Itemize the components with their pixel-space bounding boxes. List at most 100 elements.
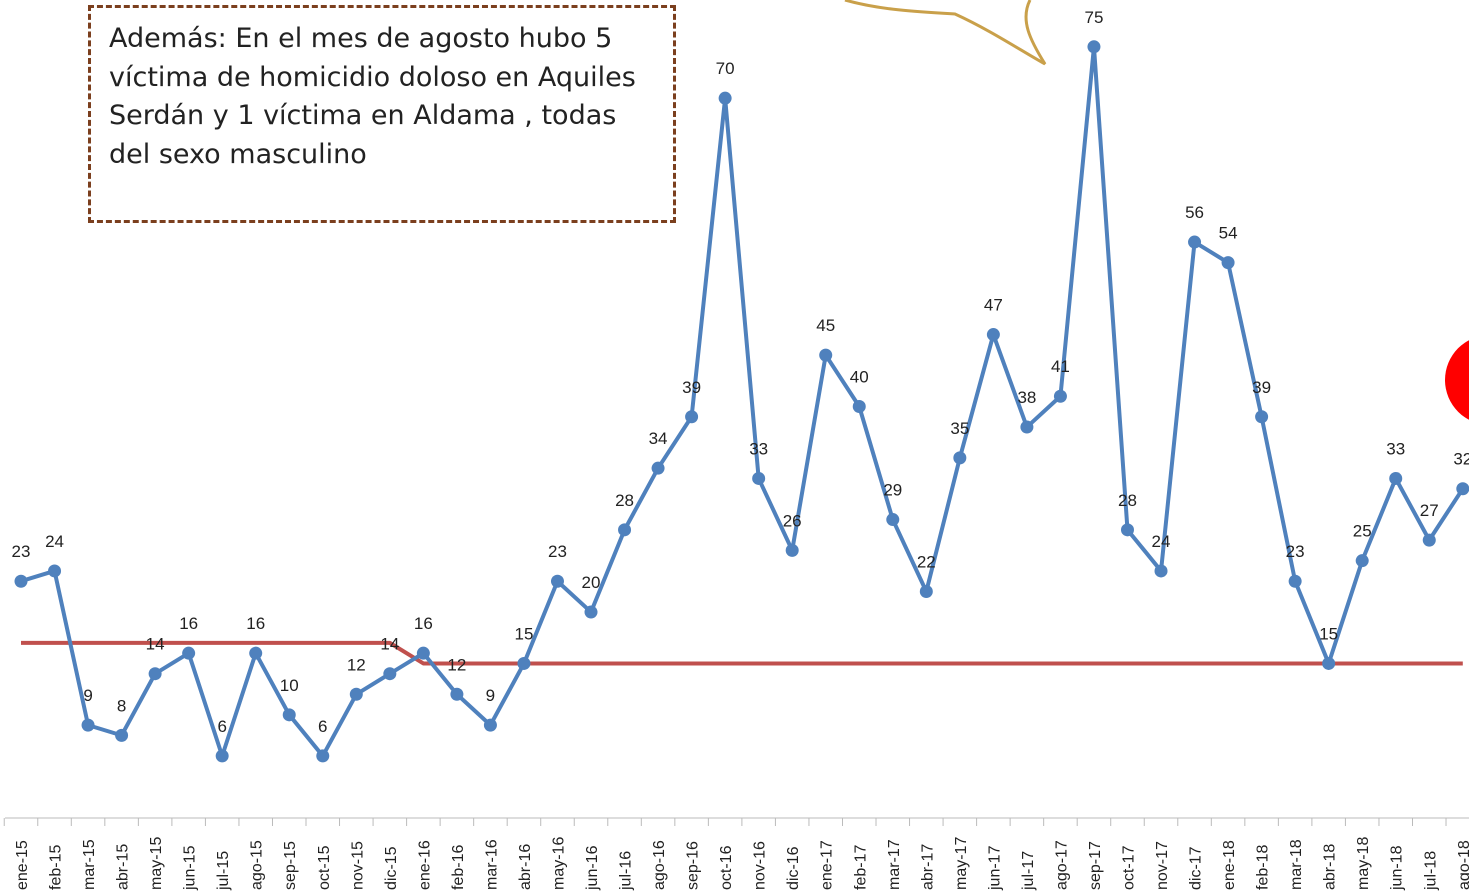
data-label: 24 — [45, 532, 64, 551]
x-tick-label: sep-15 — [282, 841, 299, 890]
x-tick-label: may-18 — [1355, 837, 1372, 890]
series-line — [20, 44, 1465, 758]
x-tick-label: ene-15 — [14, 840, 31, 890]
data-point — [1355, 554, 1369, 568]
data-label: 23 — [548, 542, 567, 561]
data-point — [1020, 420, 1034, 434]
x-tick-label: oct-15 — [316, 845, 333, 890]
x-tick-label: abr-17 — [919, 844, 936, 890]
data-label: 28 — [615, 491, 634, 510]
data-point — [148, 667, 162, 681]
data-point — [919, 584, 933, 598]
data-point — [48, 564, 62, 578]
x-tick-label: jul-17 — [1020, 851, 1037, 891]
data-point — [1087, 40, 1101, 54]
data-point — [752, 471, 766, 485]
data-label: 41 — [1051, 357, 1070, 376]
data-label: 24 — [1152, 532, 1171, 551]
x-tick-label: may-15 — [148, 837, 165, 890]
data-label: 9 — [83, 686, 92, 705]
data-label: 23 — [1286, 542, 1305, 561]
data-point — [1221, 256, 1235, 270]
data-label: 75 — [1084, 8, 1103, 27]
data-point — [316, 749, 330, 763]
data-point — [886, 513, 900, 527]
data-label: 16 — [414, 614, 433, 633]
data-point — [819, 348, 833, 362]
data-label: 26 — [783, 511, 802, 530]
data-label: 23 — [12, 542, 31, 561]
x-tick-label: ago-18 — [1456, 840, 1469, 890]
data-point — [249, 646, 263, 660]
data-point — [953, 451, 967, 465]
callout-shape — [844, 0, 1047, 66]
data-label: 38 — [1017, 388, 1036, 407]
data-point — [618, 523, 632, 537]
x-tick-label: mar-17 — [886, 839, 903, 890]
x-tick-label: jul-16 — [618, 851, 635, 891]
x-tick-label: dic-16 — [785, 846, 802, 890]
data-label: 39 — [1252, 378, 1271, 397]
data-label: 9 — [486, 686, 495, 705]
x-tick-label: ago-16 — [651, 840, 668, 890]
data-point — [517, 656, 531, 670]
data-point — [383, 667, 397, 681]
x-tick-label: jul-15 — [215, 851, 232, 891]
data-point — [1389, 471, 1403, 485]
data-label: 70 — [716, 59, 735, 78]
x-tick-label: nov-16 — [752, 841, 769, 890]
x-tick-label: abr-18 — [1322, 844, 1339, 890]
x-tick-label: nov-17 — [1154, 841, 1171, 890]
data-point — [1120, 523, 1134, 537]
data-point — [1322, 656, 1336, 670]
series-line — [21, 640, 1463, 666]
data-label: 47 — [984, 296, 1003, 315]
data-point — [282, 708, 296, 722]
x-tick-label: dic-17 — [1188, 846, 1205, 890]
data-point — [81, 718, 95, 732]
data-label: 28 — [1118, 491, 1137, 510]
data-point — [584, 605, 598, 619]
data-point — [14, 574, 28, 588]
x-tick-label: mar-16 — [483, 839, 500, 890]
data-label: 12 — [347, 655, 366, 674]
x-tick-label: feb-18 — [1255, 845, 1272, 890]
data-point — [852, 400, 866, 413]
data-point — [450, 687, 464, 701]
data-point — [1188, 235, 1202, 249]
data-point — [115, 728, 129, 742]
x-tick-label: sep-17 — [1087, 841, 1104, 890]
data-point — [215, 749, 229, 763]
data-label: 29 — [883, 481, 902, 500]
data-point — [1288, 574, 1302, 588]
data-label: 6 — [217, 717, 226, 736]
x-tick-label: oct-17 — [1120, 845, 1137, 890]
data-label: 16 — [246, 614, 265, 633]
x-tick-label: mar-15 — [81, 839, 98, 890]
data-point — [685, 410, 699, 424]
data-label: 15 — [514, 624, 533, 643]
data-point — [349, 687, 363, 701]
data-point — [718, 91, 732, 105]
data-label: 20 — [582, 573, 601, 592]
x-tick-label: feb-17 — [852, 845, 869, 890]
x-tick-label: abr-16 — [517, 844, 534, 890]
data-label: 56 — [1185, 203, 1204, 222]
data-label: 34 — [649, 429, 668, 448]
x-tick-label: feb-16 — [450, 845, 467, 890]
x-tick-label: ene-18 — [1221, 840, 1238, 890]
data-point — [182, 646, 196, 660]
data-label: 54 — [1219, 224, 1238, 243]
data-label: 10 — [280, 676, 299, 695]
data-label: 40 — [850, 368, 869, 387]
x-tick-label: jun-18 — [1389, 845, 1406, 891]
data-label: 25 — [1353, 522, 1372, 541]
x-tick-label: abr-15 — [115, 844, 132, 890]
x-tick-label: may-16 — [550, 837, 567, 890]
data-point — [1422, 533, 1436, 547]
data-label: 39 — [682, 378, 701, 397]
data-point — [1255, 410, 1269, 424]
x-tick-label: ago-17 — [1053, 840, 1070, 890]
